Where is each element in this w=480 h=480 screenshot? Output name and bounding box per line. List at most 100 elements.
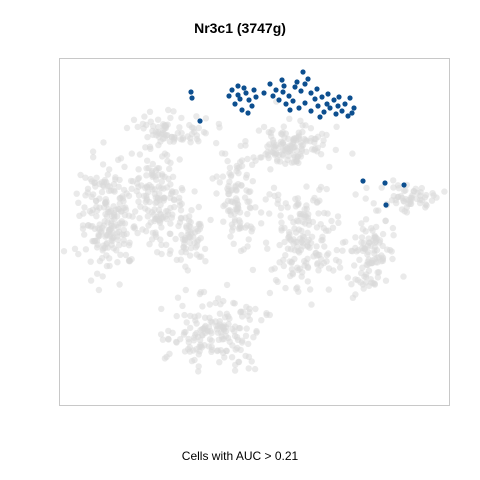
high-auc-cell-point <box>308 90 314 96</box>
background-cell-point <box>280 123 287 130</box>
background-cell-point <box>75 199 82 206</box>
high-auc-cell-point <box>315 103 321 109</box>
high-auc-cell-point <box>235 83 241 89</box>
background-cell-point <box>307 125 315 132</box>
background-cell-point <box>143 165 150 172</box>
high-auc-cell-point <box>241 85 247 91</box>
background-cell-point <box>158 178 165 185</box>
background-cell-point <box>183 319 190 326</box>
background-cell-point <box>271 265 278 272</box>
background-cell-point <box>245 340 252 348</box>
background-cell-point <box>389 255 396 263</box>
background-cell-point <box>180 244 187 251</box>
background-cell-point <box>144 213 151 220</box>
background-cell-point <box>244 210 251 218</box>
high-auc-cell-point <box>279 77 285 83</box>
background-cell-point <box>323 252 331 259</box>
high-auc-cell-point <box>327 105 333 111</box>
background-cell-point <box>120 204 127 212</box>
background-cell-point <box>147 219 154 226</box>
background-cell-point <box>323 131 330 139</box>
background-cell-point <box>293 134 300 141</box>
background-cell-point <box>225 321 232 328</box>
background-cell-point <box>243 171 250 179</box>
background-cell-point <box>134 123 141 131</box>
background-cell-point <box>222 201 229 208</box>
background-cell-point <box>264 148 271 156</box>
background-cell-point <box>220 297 227 305</box>
high-auc-cell-point <box>253 94 259 100</box>
background-cell-point <box>128 185 135 192</box>
background-cell-point <box>243 325 250 332</box>
background-cell-point <box>115 205 122 213</box>
background-cell-point <box>282 200 289 207</box>
background-cell-point <box>291 247 298 254</box>
background-cell-point <box>242 138 249 145</box>
background-cell-point <box>214 329 222 336</box>
background-cell-point <box>160 121 167 128</box>
background-cell-point <box>251 365 259 373</box>
background-cell-point <box>320 259 328 267</box>
background-cell-point <box>154 116 162 123</box>
background-cell-point <box>328 217 335 225</box>
background-cell-point <box>186 252 194 259</box>
background-cell-point <box>144 157 151 164</box>
background-cell-point <box>167 159 174 166</box>
background-cell-point <box>276 241 283 249</box>
background-cell-point <box>398 206 406 213</box>
high-auc-cell-point <box>324 101 330 107</box>
background-cell-point <box>315 267 322 274</box>
background-cell-point <box>403 204 410 211</box>
background-cell-point <box>378 184 385 191</box>
background-cell-point <box>158 241 165 249</box>
background-cell-point <box>73 190 80 197</box>
background-cell-point <box>270 184 278 191</box>
background-cell-point <box>180 331 188 338</box>
background-cell-point <box>267 166 274 173</box>
high-auc-cell-point <box>305 76 311 82</box>
background-cell-point <box>157 211 165 218</box>
background-cell-point <box>100 139 107 146</box>
background-cell-point <box>281 224 288 232</box>
background-cell-point <box>358 239 365 246</box>
background-cell-point <box>274 278 281 285</box>
background-cell-point <box>161 150 169 157</box>
background-cell-point <box>140 125 147 132</box>
background-cell-point <box>433 194 440 201</box>
background-cell-point <box>186 239 194 246</box>
high-auc-cell-point <box>287 107 293 113</box>
background-cell-point <box>273 150 280 157</box>
background-cell-point <box>228 354 236 361</box>
background-cell-point <box>199 303 206 310</box>
background-cell-point <box>320 224 327 232</box>
background-cell-point <box>298 227 305 234</box>
background-cell-point <box>114 259 121 266</box>
background-cell-point <box>196 336 204 344</box>
background-cell-point <box>326 163 333 171</box>
high-auc-cell-point <box>382 180 388 186</box>
background-cell-point <box>164 208 171 215</box>
background-cell-point <box>392 196 399 204</box>
background-cell-point <box>375 207 382 214</box>
background-cell-point <box>298 238 305 246</box>
background-cell-point <box>294 195 302 202</box>
background-cell-point <box>246 198 253 205</box>
background-cell-point <box>298 145 305 152</box>
background-cell-point <box>157 331 165 338</box>
background-cell-point <box>362 195 369 202</box>
high-auc-cell-point <box>308 108 314 114</box>
background-cell-point <box>279 152 287 159</box>
high-auc-cell-point <box>188 89 194 95</box>
background-cell-point <box>299 233 307 240</box>
background-cell-point <box>133 180 141 187</box>
background-cell-point <box>199 331 206 339</box>
background-cell-point <box>96 195 103 202</box>
background-cell-point <box>390 177 397 184</box>
background-cell-point <box>231 216 239 223</box>
background-cell-point <box>158 305 165 313</box>
background-cell-point <box>179 302 186 310</box>
background-cell-point <box>224 185 231 192</box>
background-cell-point <box>84 185 92 192</box>
background-cell-point <box>390 232 397 239</box>
background-cell-point <box>249 266 257 274</box>
